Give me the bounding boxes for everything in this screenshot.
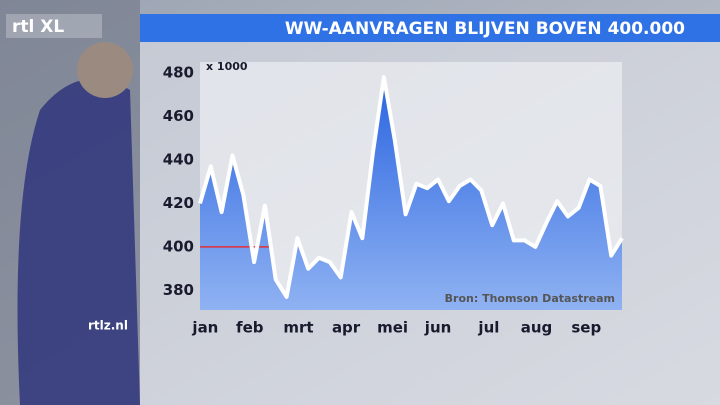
y-tick-label: 420 (163, 194, 194, 212)
unit-label: x 1000 (206, 60, 248, 73)
y-tick-label: 480 (163, 63, 194, 81)
y-tick-label: 400 (163, 237, 194, 255)
logo: rtl XL (12, 17, 64, 37)
x-tick-label: jun (424, 319, 452, 337)
person-head (77, 42, 133, 98)
x-tick-label: feb (236, 319, 264, 337)
chart-title: WW-AANVRAGEN BLIJVEN BOVEN 400.000 (285, 19, 685, 39)
x-tick-label: mrt (283, 319, 313, 337)
x-tick-label: sep (571, 319, 601, 337)
x-tick-label: jul (477, 319, 499, 337)
title-bar (140, 14, 720, 42)
source-label: Bron: Thomson Datastream (445, 292, 615, 305)
y-tick-label: 460 (163, 107, 194, 125)
y-tick-label: 380 (163, 281, 194, 299)
x-tick-label: apr (332, 319, 361, 337)
site-label: rtlz.nl (88, 319, 128, 333)
x-tick-label: mei (377, 319, 408, 337)
line (198, 75, 624, 299)
y-tick-label: 440 (163, 150, 194, 168)
area (200, 77, 622, 310)
logo-box (6, 14, 102, 38)
person-silhouette (17, 78, 140, 405)
x-tick-label: jan (191, 319, 218, 337)
x-tick-label: aug (521, 319, 553, 337)
